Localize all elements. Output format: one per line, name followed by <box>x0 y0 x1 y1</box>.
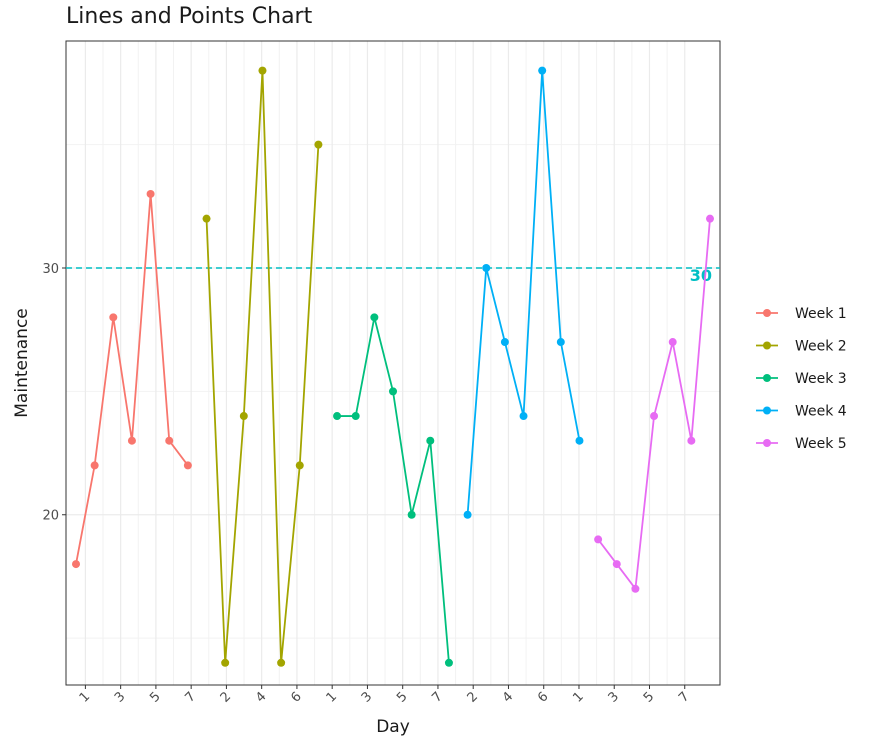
reference-line-label: 30 <box>690 266 712 285</box>
legend-key-point <box>763 374 771 382</box>
data-point <box>277 658 286 667</box>
data-point <box>109 313 118 322</box>
plot-panel-border <box>65 40 721 686</box>
x-tick-label: 3 <box>112 689 128 705</box>
legend-label: Week 2 <box>795 339 847 355</box>
data-point <box>463 510 472 519</box>
x-tick-label: 7 <box>676 689 692 705</box>
legend-label: Week 1 <box>795 306 847 322</box>
data-point <box>500 338 509 347</box>
legend-label: Week 3 <box>795 371 847 387</box>
x-axis-title: Day <box>376 717 410 737</box>
data-point <box>72 560 80 569</box>
data-point <box>127 436 136 445</box>
data-point <box>538 66 547 75</box>
y-tick-label: 30 <box>42 262 59 277</box>
x-tick-label: 7 <box>183 689 199 705</box>
legend-key-point <box>763 406 771 415</box>
data-point <box>370 313 379 322</box>
data-point <box>239 412 248 421</box>
data-point <box>687 436 696 445</box>
legend-item: Week 2 <box>756 339 847 355</box>
legend-label: Week 5 <box>795 436 847 452</box>
legend-label: Week 4 <box>795 404 847 420</box>
legend-item: Week 3 <box>756 371 847 387</box>
y-tick-label: 20 <box>42 509 59 524</box>
series-week-4 <box>463 66 584 519</box>
legend-item: Week 5 <box>756 436 847 452</box>
x-tick-label: 4 <box>253 689 269 705</box>
series-week-5 <box>594 214 714 593</box>
data-point <box>631 584 640 593</box>
data-point <box>706 214 714 223</box>
x-tick-label: 2 <box>218 689 234 705</box>
legend-item: Week 4 <box>756 404 847 420</box>
data-point <box>650 412 659 421</box>
x-tick-label: 5 <box>394 689 410 705</box>
data-point <box>444 658 453 667</box>
legend-key-point <box>763 341 771 350</box>
x-tick-label: 2 <box>465 689 481 705</box>
data-point <box>594 535 603 544</box>
series-week-1 <box>72 189 192 569</box>
data-point <box>333 412 342 421</box>
data-point <box>407 510 416 519</box>
x-tick-label: 7 <box>429 689 445 705</box>
x-tick-label: 1 <box>570 689 586 705</box>
data-point <box>482 264 491 273</box>
data-point <box>519 412 528 421</box>
data-point <box>668 338 677 347</box>
data-point <box>90 461 99 470</box>
x-tick-label: 3 <box>606 689 622 705</box>
data-point <box>202 214 211 223</box>
chart-title: Lines and Points Chart <box>66 4 313 29</box>
series-layer <box>72 66 714 667</box>
x-tick-label: 5 <box>641 689 657 705</box>
legend: Week 1 Week 2 Week 3 Week 4 Week 5 <box>756 306 847 452</box>
x-tick-label: 1 <box>324 689 340 705</box>
x-tick-label: 6 <box>288 689 304 705</box>
series-line <box>205 70 320 663</box>
grid-minor-lines <box>66 41 720 685</box>
data-point <box>258 66 267 75</box>
data-point <box>351 412 360 421</box>
data-point <box>426 436 435 445</box>
x-tick-label: 3 <box>359 689 375 705</box>
series-line <box>466 70 581 515</box>
legend-key-point <box>763 309 771 317</box>
x-tick-label: 5 <box>147 689 163 705</box>
x-tick-label: 6 <box>535 689 551 705</box>
x-tick-label: 1 <box>77 689 93 705</box>
data-point <box>314 140 323 149</box>
data-point <box>556 338 565 347</box>
series-week-3 <box>333 313 453 667</box>
series-week-2 <box>202 66 323 667</box>
x-axis-ticks: 1 3 5 7 2 4 6 1 3 5 7 2 4 6 1 3 5 7 <box>77 685 693 706</box>
data-point <box>612 560 621 569</box>
data-point <box>295 461 304 470</box>
data-point <box>575 436 584 445</box>
legend-key-point <box>763 439 771 447</box>
data-point <box>165 436 174 445</box>
data-point <box>221 658 230 667</box>
data-point <box>183 461 192 470</box>
reference-line-group: 30 <box>66 266 720 285</box>
series-line <box>337 317 450 663</box>
data-point <box>146 189 155 198</box>
y-axis-title: Maintenance <box>12 308 32 417</box>
data-point <box>389 387 397 396</box>
x-tick-label: 4 <box>500 689 516 705</box>
legend-item: Week 1 <box>756 306 847 322</box>
series-line <box>75 193 189 565</box>
